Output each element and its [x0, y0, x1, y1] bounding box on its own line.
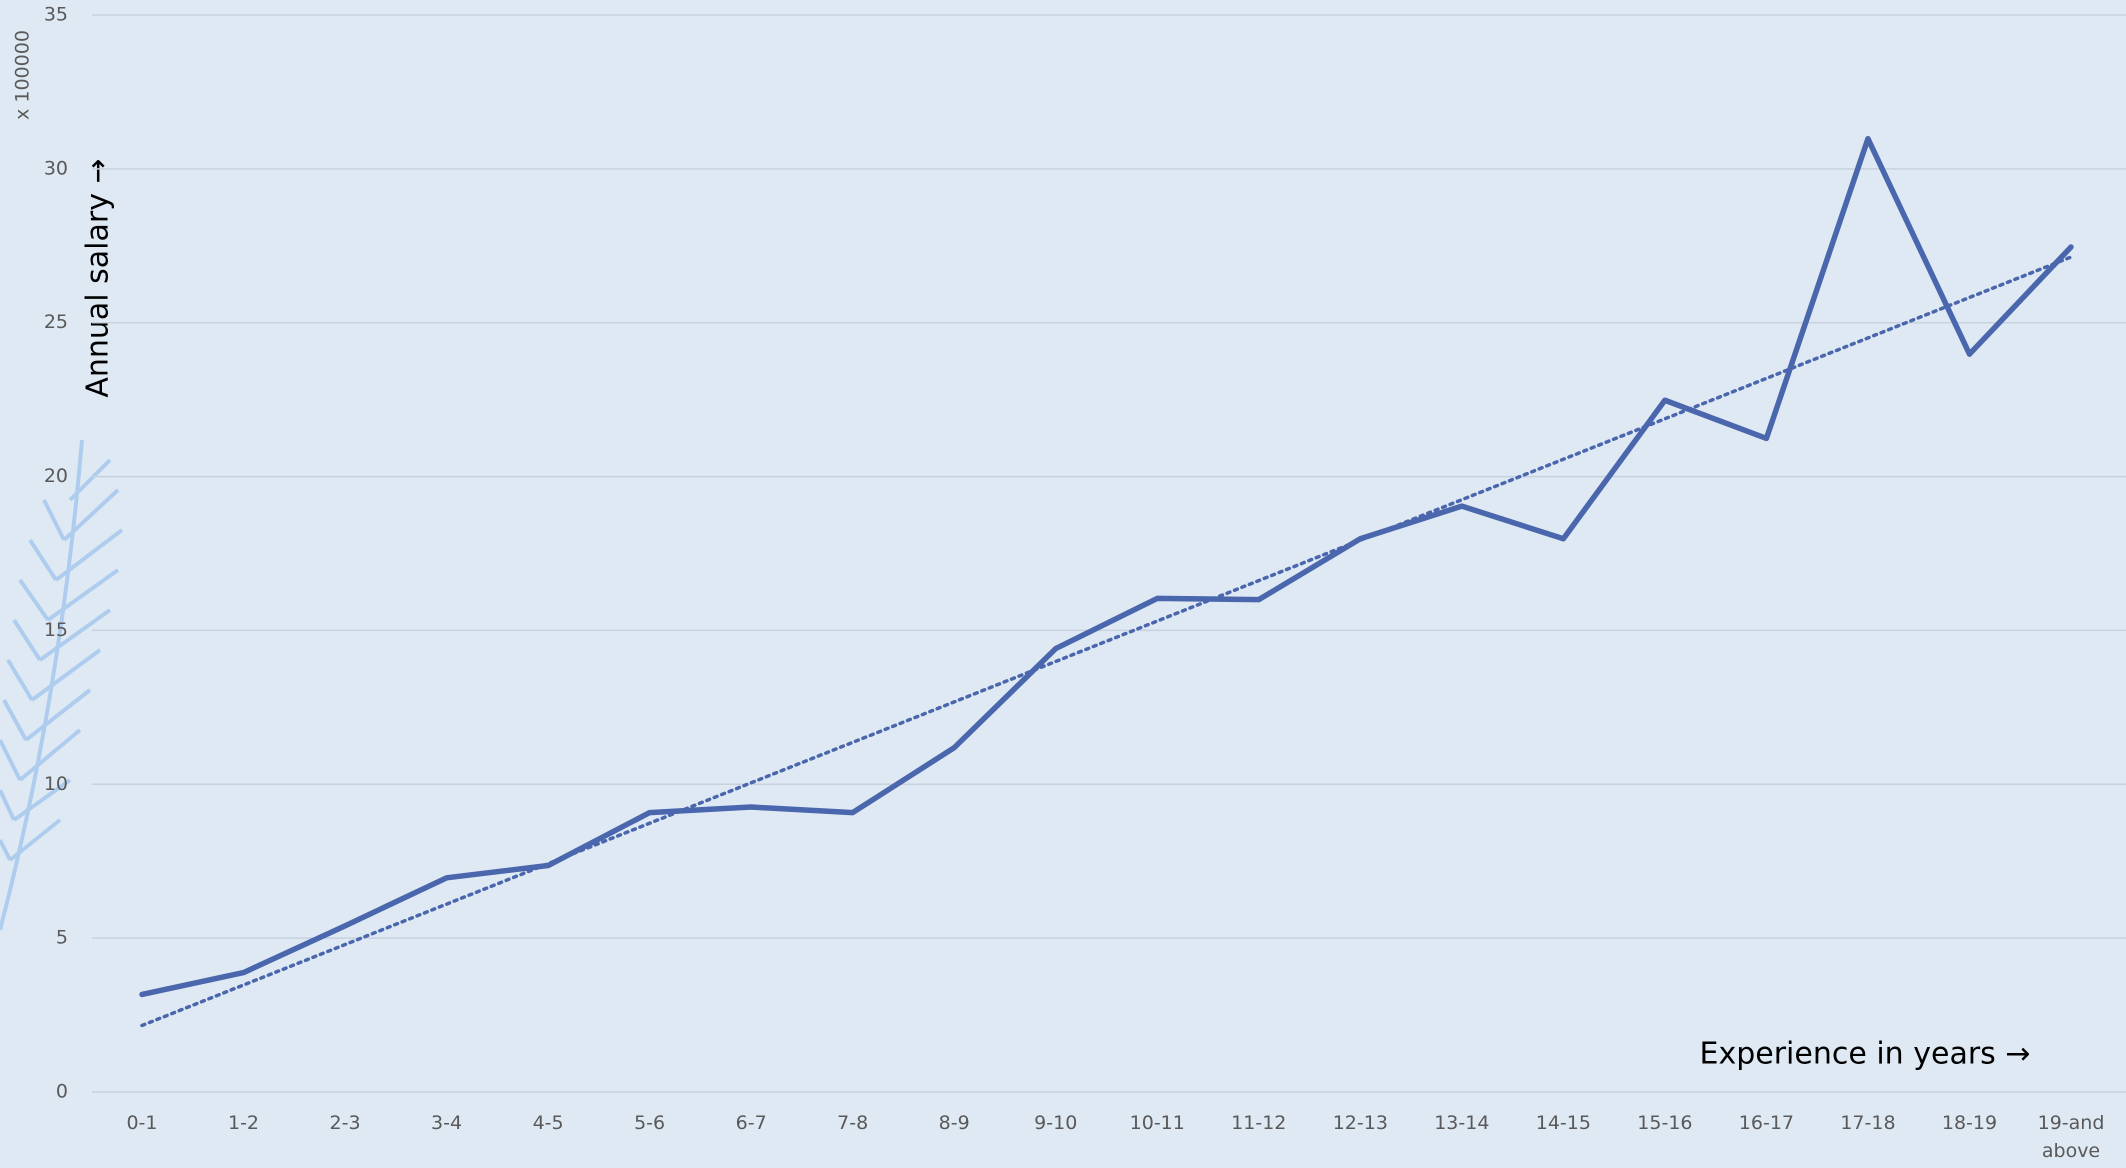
y-unit: x 100000: [12, 30, 34, 120]
x-tick-label: 4-5: [500, 1109, 596, 1137]
x-tick-label: 16-17: [1718, 1109, 1814, 1137]
y-axis-title: Annual salary →: [81, 158, 116, 397]
x-tick-label: 13-14: [1414, 1109, 1510, 1137]
x-tick-label: 12-13: [1312, 1109, 1408, 1137]
line-series: [142, 139, 2071, 995]
y-tick-label: 25: [44, 311, 68, 333]
x-tick-label: 7-8: [805, 1109, 901, 1137]
x-tick-label: 5-6: [602, 1109, 698, 1137]
trendline: [142, 257, 2071, 1025]
x-axis-title: Experience in years →: [1700, 1037, 2031, 1072]
y-tick-label: 5: [56, 927, 68, 949]
y-tick-label: 20: [44, 465, 68, 487]
x-tick-label: 3-4: [399, 1109, 495, 1137]
y-tick-label: 10: [44, 773, 68, 795]
x-tick-label: 11-12: [1211, 1109, 1307, 1137]
x-tick-label: 8-9: [906, 1109, 1002, 1137]
x-tick-label: 2-3: [297, 1109, 393, 1137]
x-tick-label: 17-18: [1820, 1109, 1916, 1137]
x-tick-label: 14-15: [1515, 1109, 1611, 1137]
y-tick-label: 0: [56, 1081, 68, 1103]
x-tick-label: 18-19: [1921, 1109, 2017, 1137]
leaf-decoration: [0, 440, 122, 930]
x-tick-label: 15-16: [1617, 1109, 1713, 1137]
page: x 100000 Annual salary → Experience in y…: [0, 0, 2126, 1168]
chart: x 100000 Annual salary → Experience in y…: [0, 0, 2126, 1168]
x-tick-label: 9-10: [1008, 1109, 1104, 1137]
x-tick-label: 19-and above: [2023, 1109, 2119, 1165]
x-tick-label: 6-7: [703, 1109, 799, 1137]
x-tick-label: 10-11: [1109, 1109, 1205, 1137]
y-tick-label: 15: [44, 619, 68, 641]
x-tick-label: 0-1: [94, 1109, 190, 1137]
y-tick-label: 30: [44, 157, 68, 179]
x-tick-label: 1-2: [196, 1109, 292, 1137]
y-tick-label: 35: [44, 4, 68, 26]
